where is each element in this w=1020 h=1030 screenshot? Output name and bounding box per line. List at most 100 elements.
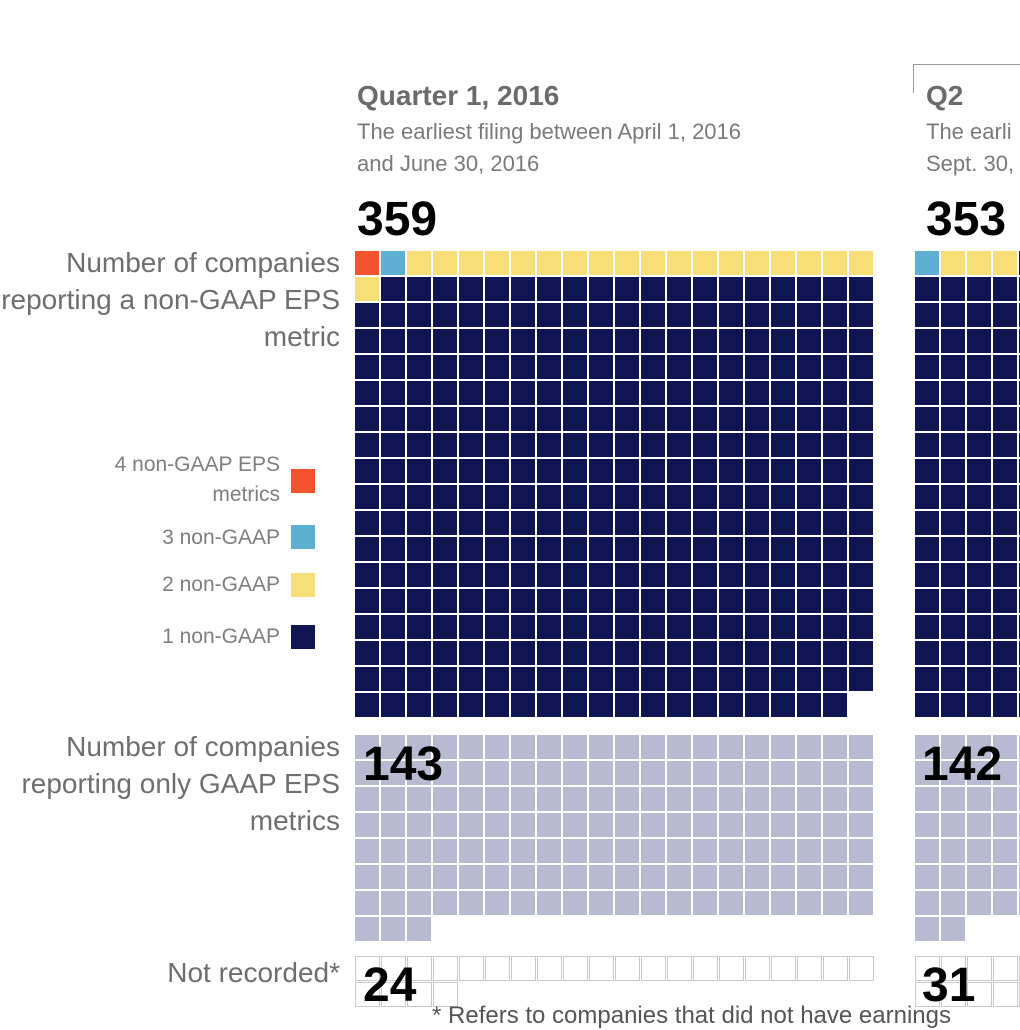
waffle-square-1-non-gaap — [433, 355, 457, 379]
waffle-square-1-non-gaap — [745, 459, 769, 483]
waffle-square-gaap-only — [993, 865, 1017, 889]
waffle-square-gaap-only — [485, 761, 509, 785]
waffle-square-1-non-gaap — [993, 433, 1017, 457]
waffle-square-gaap-only — [485, 735, 509, 759]
waffle-square-gaap-only — [719, 891, 743, 915]
waffle-square-1-non-gaap — [381, 563, 405, 587]
waffle-square-gaap-only — [589, 735, 613, 759]
waffle-square-gaap-only — [433, 813, 457, 837]
waffle-square-1-non-gaap — [993, 277, 1017, 301]
waffle-square-1-non-gaap — [407, 537, 431, 561]
waffle-square-1-non-gaap — [563, 563, 587, 587]
waffle-square-gaap-only — [537, 839, 561, 863]
waffle-square-1-non-gaap — [993, 563, 1017, 587]
waffle-square-1-non-gaap — [433, 693, 457, 717]
waffle-square-1-non-gaap — [823, 303, 847, 327]
waffle-square-1-non-gaap — [537, 693, 561, 717]
waffle-square-1-non-gaap — [511, 277, 535, 301]
waffle-square-1-non-gaap — [511, 433, 535, 457]
waffle-square-gaap-only — [797, 761, 821, 785]
waffle-square-1-non-gaap — [615, 641, 639, 665]
waffle-square-1-non-gaap — [381, 511, 405, 535]
waffle-square-1-non-gaap — [693, 381, 717, 405]
waffle-square-1-non-gaap — [615, 459, 639, 483]
waffle-square-1-non-gaap — [641, 667, 665, 691]
waffle-square-not-recorded — [564, 957, 588, 981]
waffle-square-1-non-gaap — [459, 511, 483, 535]
waffle-square-1-non-gaap — [993, 511, 1017, 535]
waffle-square-1-non-gaap — [407, 407, 431, 431]
waffle-square-gaap-only — [797, 813, 821, 837]
waffle-square-1-non-gaap — [967, 381, 991, 405]
waffle-square-1-non-gaap — [693, 641, 717, 665]
waffle-square-1-non-gaap — [719, 459, 743, 483]
waffle-square-gaap-only — [797, 891, 821, 915]
waffle-square-1-non-gaap — [381, 459, 405, 483]
waffle-square-1-non-gaap — [511, 511, 535, 535]
waffle-square-1-non-gaap — [407, 511, 431, 535]
waffle-square-gaap-only — [485, 839, 509, 863]
waffle-square-gaap-only — [381, 839, 405, 863]
waffle-square-1-non-gaap — [915, 485, 939, 509]
waffle-square-gaap-only — [511, 891, 535, 915]
waffle-square-1-non-gaap — [615, 329, 639, 353]
footnote: * Refers to companies that did not have … — [432, 1002, 951, 1030]
waffle-square-1-non-gaap — [485, 329, 509, 353]
waffle-square-1-non-gaap — [355, 303, 379, 327]
waffle-square-gaap-only — [459, 735, 483, 759]
waffle-square-1-non-gaap — [615, 667, 639, 691]
waffle-square-1-non-gaap — [771, 277, 795, 301]
waffle-square-1-non-gaap — [355, 407, 379, 431]
waffle-square-1-non-gaap — [915, 355, 939, 379]
waffle-square-2-non-gaap — [745, 251, 769, 275]
waffle-square-gaap-only — [745, 735, 769, 759]
waffle-square-gaap-only — [719, 813, 743, 837]
waffle-square-1-non-gaap — [849, 329, 873, 353]
waffle-square-1-non-gaap — [381, 277, 405, 301]
waffle-square-1-non-gaap — [563, 511, 587, 535]
waffle-square-gaap-only — [771, 813, 795, 837]
panel-q1-gaap-count: 143 — [363, 741, 443, 789]
waffle-square-1-non-gaap — [967, 355, 991, 379]
waffle-square-1-non-gaap — [797, 355, 821, 379]
waffle-square-1-non-gaap — [849, 407, 873, 431]
waffle-square-1-non-gaap — [615, 511, 639, 535]
waffle-square-1-non-gaap — [615, 277, 639, 301]
waffle-square-gaap-only — [667, 891, 691, 915]
waffle-square-gaap-only — [745, 761, 769, 785]
waffle-square-3-non-gaap — [915, 251, 939, 275]
waffle-square-1-non-gaap — [485, 589, 509, 613]
waffle-square-1-non-gaap — [511, 615, 535, 639]
waffle-square-1-non-gaap — [433, 589, 457, 613]
waffle-square-gaap-only — [719, 865, 743, 889]
waffle-square-gaap-only — [745, 813, 769, 837]
waffle-square-1-non-gaap — [641, 537, 665, 561]
waffle-square-1-non-gaap — [485, 511, 509, 535]
waffle-square-gaap-only — [823, 735, 847, 759]
waffle-square-gaap-only — [745, 891, 769, 915]
waffle-square-1-non-gaap — [667, 433, 691, 457]
waffle-square-1-non-gaap — [589, 407, 613, 431]
waffle-square-1-non-gaap — [511, 355, 535, 379]
waffle-square-not-recorded — [798, 957, 822, 981]
waffle-square-1-non-gaap — [589, 693, 613, 717]
waffle-square-gaap-only — [771, 891, 795, 915]
waffle-square-1-non-gaap — [993, 355, 1017, 379]
waffle-square-1-non-gaap — [355, 329, 379, 353]
waffle-square-1-non-gaap — [941, 641, 965, 665]
waffle-square-1-non-gaap — [693, 693, 717, 717]
waffle-square-not-recorded — [538, 957, 562, 981]
waffle-square-1-non-gaap — [915, 511, 939, 535]
waffle-square-1-non-gaap — [459, 485, 483, 509]
waffle-square-1-non-gaap — [381, 693, 405, 717]
waffle-square-1-non-gaap — [941, 485, 965, 509]
waffle-square-not-recorded — [994, 983, 1018, 1007]
waffle-square-1-non-gaap — [823, 511, 847, 535]
waffle-square-gaap-only — [511, 839, 535, 863]
waffle-square-1-non-gaap — [667, 563, 691, 587]
waffle-square-1-non-gaap — [485, 563, 509, 587]
waffle-square-1-non-gaap — [849, 485, 873, 509]
waffle-square-1-non-gaap — [693, 615, 717, 639]
waffle-square-1-non-gaap — [967, 485, 991, 509]
